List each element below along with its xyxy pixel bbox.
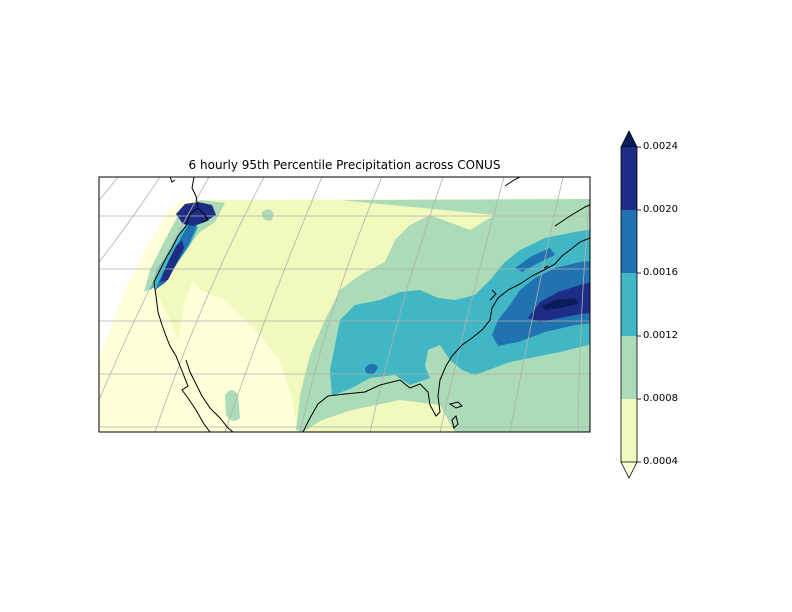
colorbar xyxy=(620,130,641,479)
contour-band-2c xyxy=(225,390,240,421)
contour-band-1b xyxy=(150,220,200,340)
colorbar-tick-label: 0.0012 xyxy=(643,330,678,341)
colorbar-band-3 xyxy=(621,273,637,336)
colorbar-tick-label: 0.0020 xyxy=(643,204,678,215)
colorbar-tick-label: 0.0024 xyxy=(643,141,678,152)
contour-band-5c xyxy=(160,240,184,282)
colorbar-tick-label: 0.0008 xyxy=(643,393,678,404)
coastlines xyxy=(153,177,590,432)
contour-over xyxy=(542,298,578,310)
colorbar-over-arrow xyxy=(620,130,638,148)
map-title: 6 hourly 95th Percentile Precipitation a… xyxy=(188,158,501,172)
contour-band-4b xyxy=(515,248,555,272)
colorbar-band-1 xyxy=(621,399,637,462)
contour-band-5b xyxy=(176,202,216,226)
colorbar-under-arrow xyxy=(620,461,638,479)
contour-band-2d xyxy=(262,209,274,221)
colorbar-band-5 xyxy=(621,147,637,210)
colorbar-tick-label: 0.0004 xyxy=(643,456,678,467)
map-frame xyxy=(98,176,591,433)
colorbar-band-4 xyxy=(621,210,637,273)
gridlines xyxy=(99,177,590,432)
colorbar-tick-label: 0.0016 xyxy=(643,267,678,278)
map-axes xyxy=(99,177,590,432)
colorbar-band-2 xyxy=(621,336,637,399)
contour-band-4d xyxy=(365,363,378,375)
